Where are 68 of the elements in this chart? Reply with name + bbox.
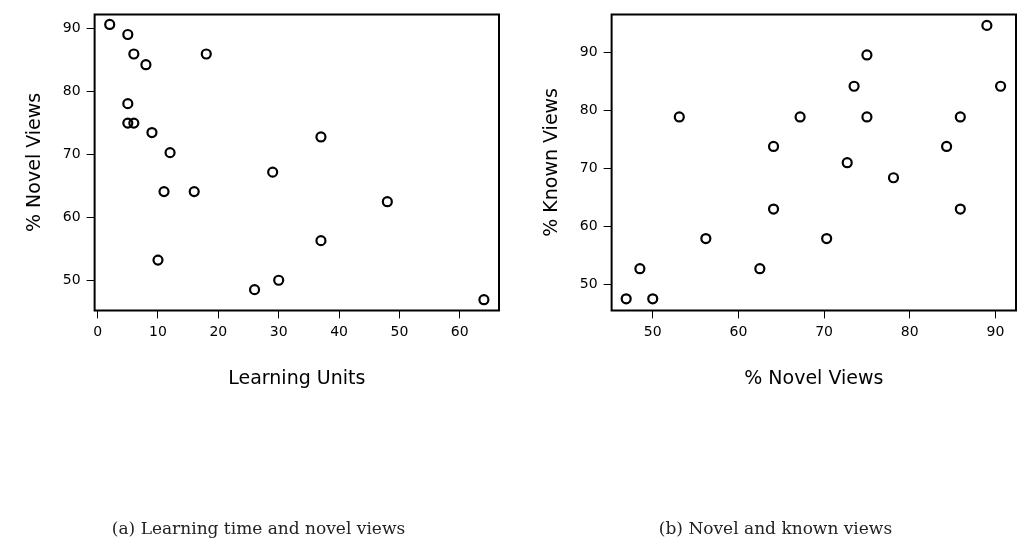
y-tick-label: 50 — [579, 274, 598, 291]
y-tick-label: 80 — [62, 82, 81, 99]
point — [128, 48, 140, 60]
x-tick-label: 0 — [93, 323, 103, 340]
y-tick-label: 70 — [62, 145, 81, 162]
point — [164, 147, 176, 159]
point — [954, 111, 966, 123]
y-tick-label: 90 — [579, 43, 598, 60]
y-tick-label: 90 — [62, 19, 81, 36]
y-tick-label: 80 — [579, 101, 598, 118]
point — [248, 284, 261, 296]
point — [315, 131, 327, 143]
x-tick-label: 30 — [269, 323, 288, 340]
point — [841, 157, 853, 169]
point — [861, 111, 873, 123]
point — [647, 293, 659, 305]
y-tick-label: 50 — [62, 270, 81, 287]
point — [200, 48, 212, 60]
point — [122, 98, 134, 110]
x-tick-label: 70 — [815, 323, 833, 340]
point — [794, 111, 806, 123]
point — [267, 166, 279, 178]
point — [994, 80, 1007, 92]
point — [188, 186, 200, 198]
point — [981, 19, 993, 32]
y-tick-label: 60 — [62, 208, 81, 225]
text: (b) Novel and known views — [657, 518, 894, 538]
text: (a) Learning time and novel views — [110, 518, 407, 538]
point — [122, 28, 134, 41]
x-tick-label: 60 — [450, 323, 469, 340]
x-axis-title: Learning Units — [228, 365, 366, 388]
point — [767, 140, 780, 153]
point — [941, 140, 953, 153]
y-axis-title: % Novel Views — [22, 92, 45, 232]
point — [767, 203, 780, 215]
x-tick-label: 50 — [643, 323, 662, 340]
point — [673, 111, 685, 123]
x-tick-label: 50 — [390, 323, 409, 340]
point — [158, 186, 170, 198]
point — [954, 203, 966, 215]
point — [122, 117, 134, 129]
point — [754, 263, 766, 275]
y-tick-label: 70 — [579, 159, 598, 176]
x-tick-label: 40 — [330, 323, 348, 340]
point — [128, 117, 140, 129]
x-tick-label: 90 — [986, 323, 1005, 340]
point — [861, 49, 873, 61]
y-tick-label: 60 — [579, 217, 598, 234]
point — [620, 293, 632, 305]
point — [315, 235, 327, 247]
point — [848, 80, 860, 92]
point — [700, 232, 712, 245]
x-tick-label: 80 — [900, 323, 919, 340]
point — [478, 294, 490, 306]
point — [140, 59, 152, 71]
point — [146, 126, 158, 139]
point — [634, 263, 646, 275]
x-axis-title: % Novel Views — [744, 365, 884, 388]
point — [887, 172, 900, 184]
point — [104, 18, 116, 31]
x-tick-label: 20 — [209, 323, 228, 340]
y-axis-title: % Known Views — [539, 87, 562, 237]
x-tick-label: 60 — [729, 323, 748, 340]
point — [821, 232, 833, 245]
point — [152, 254, 164, 266]
point — [381, 196, 393, 208]
point — [273, 274, 285, 286]
x-tick-label: 10 — [149, 323, 167, 340]
